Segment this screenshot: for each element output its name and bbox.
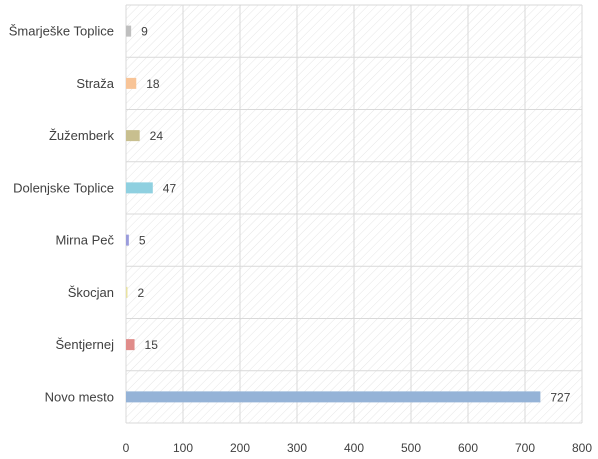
x-axis-tick-labels: 0 100 200 300 400 500 600 700 800 bbox=[123, 441, 593, 455]
category-label: Škocjan bbox=[68, 285, 114, 300]
category-label: Šmarješke Toplice bbox=[9, 24, 114, 39]
category-label: Dolenjske Toplice bbox=[13, 180, 114, 195]
bar bbox=[126, 339, 135, 351]
bars bbox=[126, 25, 541, 403]
gridlines bbox=[125, 4, 583, 424]
data-label: 2 bbox=[138, 286, 145, 300]
x-tick-label: 400 bbox=[344, 441, 364, 455]
data-label: 24 bbox=[150, 129, 164, 143]
x-tick-label: 0 bbox=[123, 441, 130, 455]
category-label: Novo mesto bbox=[45, 389, 114, 404]
x-tick-label: 800 bbox=[572, 441, 592, 455]
bar bbox=[126, 25, 132, 37]
data-label: 5 bbox=[139, 234, 146, 248]
data-label: 727 bbox=[550, 390, 570, 404]
category-labels: Šmarješke Toplice Straža Žužemberk Dolenjsk… bbox=[9, 24, 115, 405]
x-tick-label: 500 bbox=[401, 441, 421, 455]
bar bbox=[126, 130, 140, 142]
category-label: Šentjernej bbox=[55, 337, 114, 352]
data-label: 15 bbox=[145, 338, 159, 352]
data-labels: 9 18 24 47 5 2 15 727 bbox=[138, 25, 571, 405]
x-tick-label: 100 bbox=[173, 441, 193, 455]
bar bbox=[126, 77, 137, 89]
bar bbox=[126, 234, 129, 246]
x-tick-label: 200 bbox=[230, 441, 250, 455]
category-label: Straža bbox=[76, 76, 114, 91]
bar bbox=[126, 182, 153, 194]
bar bbox=[126, 391, 541, 403]
bar bbox=[126, 286, 128, 298]
x-tick-label: 300 bbox=[287, 441, 307, 455]
data-label: 18 bbox=[146, 77, 160, 91]
x-tick-label: 600 bbox=[458, 441, 478, 455]
category-label: Mirna Peč bbox=[55, 233, 114, 248]
category-label: Žužemberk bbox=[49, 128, 115, 143]
data-label: 47 bbox=[163, 181, 177, 195]
data-label: 9 bbox=[141, 25, 148, 39]
x-tick-label: 700 bbox=[515, 441, 535, 455]
